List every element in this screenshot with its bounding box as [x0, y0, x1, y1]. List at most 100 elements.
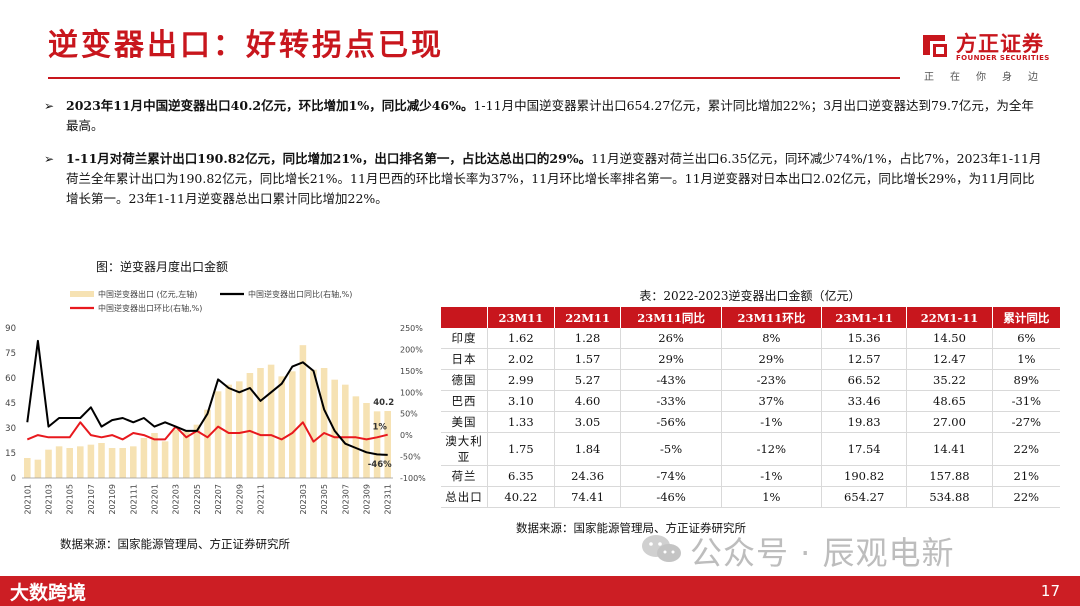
data-label: 40.2 [373, 398, 394, 408]
chart-bar [363, 403, 370, 478]
table-cell: 2.02 [487, 348, 555, 370]
table-cell: 14.41 [906, 432, 993, 466]
chart-bar [214, 391, 222, 478]
x-axis-tick: 202303 [299, 484, 308, 515]
table-cell: 33.46 [821, 390, 908, 412]
watermark: 公众号 · 辰观电新 [690, 534, 955, 572]
x-axis-tick: 202207 [214, 484, 223, 515]
table-cell: 12.57 [821, 348, 908, 370]
table-header-cell: 22M1-11 [906, 307, 993, 328]
right-axis-tick: -100% [400, 474, 426, 483]
chart-bar [98, 443, 105, 478]
chart-bar [299, 345, 307, 478]
right-axis-tick: 250% [400, 324, 423, 333]
table-cell: 157.88 [906, 465, 993, 487]
x-axis-tick: 202209 [235, 484, 244, 515]
table-cell: 14.50 [906, 328, 993, 349]
chart-bar [172, 429, 179, 478]
table-header-cell: 22M11 [554, 307, 622, 328]
table-cell: 534.88 [906, 486, 993, 508]
table-cell: 3.05 [554, 411, 622, 433]
export-chart: 中国逆变器出口 (亿元,左轴) 中国逆变器出口同比(右轴,%) 中国逆变器出口环比(… [5, 289, 426, 515]
chart-bar [267, 364, 275, 478]
table-row: 总出口 40.22 74.41 -46% 1% 654.27 534.88 22% [441, 486, 1060, 508]
x-axis-tick: 202211 [257, 484, 266, 515]
legend-label: 中国逆变器出口同比(右轴,%) [248, 289, 352, 299]
table-cell: 1.62 [487, 328, 555, 349]
table-header-cell [441, 307, 488, 328]
table-cell: 1.57 [554, 348, 622, 370]
table-cell: 190.82 [821, 465, 908, 487]
chart-bar [183, 431, 190, 478]
x-axis-tick: 202107 [87, 484, 96, 515]
table-cell: -46% [620, 486, 722, 508]
chart-bar [257, 368, 264, 478]
founder-logo-icon [923, 35, 947, 57]
table-cell: 19.83 [821, 411, 908, 433]
logo-name-en: FOUNDER SECURITIES [956, 54, 1050, 62]
table-cell: -12% [721, 432, 822, 466]
table-cell: 26% [620, 328, 722, 349]
chart-bar [310, 369, 317, 478]
chart-bar [45, 449, 52, 478]
table-cell: 17.54 [821, 432, 908, 466]
table-cell: -31% [992, 390, 1060, 412]
chart-bar [193, 424, 201, 478]
chart-bar [320, 368, 328, 478]
table-row: 荷兰 6.35 24.36 -74% -1% 190.82 157.88 21% [441, 465, 1060, 487]
x-axis-tick: 202111 [129, 484, 138, 515]
bullet-text: 11月逆变器对荷兰出口6.35亿元，同环减少74%/1%，占比7%，2023年1… [66, 151, 1042, 206]
table-title: 表：2022-2023逆变器出口金额（亿元） [639, 289, 861, 303]
table-cell: 1.28 [554, 328, 622, 349]
table-row: 日本 2.02 1.57 29% 29% 12.57 12.47 1% [441, 348, 1060, 370]
table-header-cell: 累计同比 [992, 307, 1060, 328]
table-row-label: 印度 [441, 328, 488, 349]
table-row-label: 美国 [441, 411, 488, 433]
footer-brand: 大数跨境 [10, 582, 87, 604]
left-axis-tick: 60 [5, 374, 16, 384]
left-axis-tick: 45 [5, 399, 16, 409]
x-axis-tick: 202203 [172, 484, 181, 515]
table-row-label: 总出口 [441, 486, 488, 508]
table-cell: -74% [620, 465, 722, 487]
chart-bar [130, 446, 137, 478]
table-cell: 29% [721, 348, 822, 370]
chart-bar [140, 438, 148, 478]
chart-bar [204, 409, 211, 478]
table-cell: 6.35 [487, 465, 555, 487]
table-row: 印度 1.62 1.28 26% 8% 15.36 14.50 6% [441, 328, 1060, 349]
chart-source: 数据来源：国家能源管理局、方正证券研究所 [60, 537, 290, 551]
table-cell: -23% [721, 369, 822, 391]
arrow-bullet-icon: ➢ [44, 152, 55, 166]
table-cell: 48.65 [906, 390, 993, 412]
table-cell: 4.60 [554, 390, 622, 412]
table-cell: 1% [992, 348, 1060, 370]
table-cell: -1% [721, 465, 822, 487]
left-axis-tick: 75 [5, 349, 16, 359]
table-cell: 21% [992, 465, 1060, 487]
table-row-label: 澳大利亚 [441, 432, 488, 466]
table-cell: 35.22 [906, 369, 993, 391]
wechat-icon [642, 535, 681, 562]
mom-line [26, 421, 388, 443]
left-axis-tick: 0 [11, 474, 16, 484]
chart-bar [246, 373, 254, 478]
x-axis-tick: 202109 [108, 484, 117, 515]
table-row: 巴西 3.10 4.60 -33% 37% 33.46 48.65 -31% [441, 390, 1060, 412]
logo-slogan: 正在你身边 [924, 72, 1054, 83]
table-cell: 3.10 [487, 390, 555, 412]
legend-swatch-bar [70, 291, 94, 297]
x-axis-tick: 202305 [320, 484, 329, 515]
table-cell: 37% [721, 390, 822, 412]
company-logo: 方正证券 FOUNDER SECURITIES 正在你身边 [920, 28, 1060, 84]
table-cell: 89% [992, 369, 1060, 391]
table-cell: 1.33 [487, 411, 555, 433]
chart-bar [236, 381, 243, 478]
table-row: 美国 1.33 3.05 -56% -1% 19.83 27.00 -27% [441, 411, 1060, 433]
table-cell: 2.99 [487, 369, 555, 391]
chart-bar [151, 433, 158, 478]
summary-bullets: ➢ 2023年11月中国逆变器出口40.2亿元，环比增加1%，同比减少46%。1… [44, 96, 1044, 222]
legend-label: 中国逆变器出口 (亿元,左轴) [98, 289, 197, 299]
bullet-bold-text: 1-11月对荷兰累计出口190.82亿元，同比增加21%，出口排名第一，占比达总… [66, 151, 592, 166]
table-row-label: 日本 [441, 348, 488, 370]
